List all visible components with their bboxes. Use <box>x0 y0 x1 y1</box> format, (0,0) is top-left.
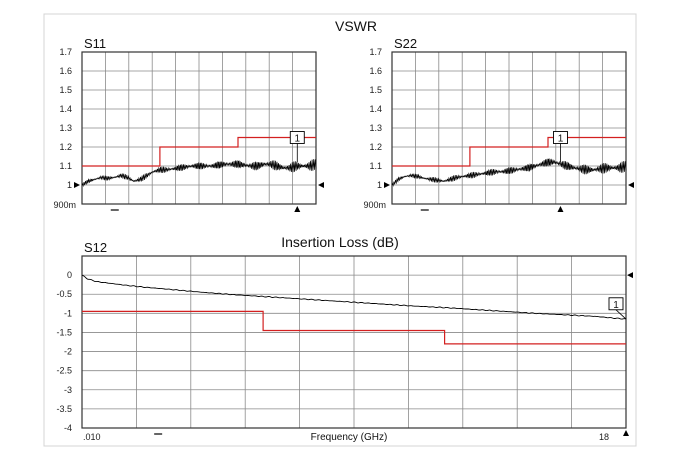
y-tick-label: 1.5 <box>369 85 382 95</box>
y-tick-label: 1.3 <box>59 123 72 133</box>
plot-frame <box>81 51 317 205</box>
y-tick-label: -4 <box>64 423 72 433</box>
marker-label: 1 <box>613 300 619 311</box>
y-tick-label: 1.6 <box>369 66 382 76</box>
x-end-label: 18 <box>599 432 609 442</box>
plot-title-s12: S12 <box>84 240 107 255</box>
y-bottom-label: 900m <box>53 200 76 210</box>
y-tick-label: -2 <box>64 347 72 357</box>
y-tick-label: 1.1 <box>59 161 72 171</box>
trace-s22 <box>391 158 627 187</box>
y-tick-label: 1.7 <box>59 47 72 57</box>
marker-position-triangle <box>557 206 564 212</box>
reference-arrow-right <box>318 182 324 188</box>
insertion-loss-section-title: Insertion Loss (dB) <box>281 234 399 250</box>
y-tick-label: 1 <box>67 180 72 190</box>
reference-arrow-left <box>384 182 390 188</box>
marker-position-triangle <box>623 430 629 436</box>
trace-s12 <box>81 274 627 320</box>
limit-line <box>82 310 626 345</box>
y-tick-label: 1 <box>377 180 382 190</box>
marker-label: 1 <box>558 134 564 145</box>
trace-s11 <box>81 159 317 188</box>
y-tick-label: 1.6 <box>59 66 72 76</box>
y-tick-label: -3 <box>64 385 72 395</box>
y-tick-label: -1.5 <box>56 327 72 337</box>
y-tick-label: 1.2 <box>369 142 382 152</box>
marker-box <box>553 131 568 144</box>
x-axis-label: Frequency (GHz) <box>311 432 388 443</box>
y-tick-label: -1 <box>64 308 72 318</box>
y-tick-label: 1.4 <box>369 104 382 114</box>
marker-box <box>608 297 624 311</box>
figure-background <box>43 13 637 447</box>
y-tick-label: 1.1 <box>369 161 382 171</box>
marker-label: 1 <box>294 134 300 145</box>
y-tick-label: -0.5 <box>56 289 72 299</box>
plot-frame <box>81 255 627 429</box>
vswr-section-title: VSWR <box>335 18 377 34</box>
plot-title-s22: S22 <box>394 36 417 51</box>
marker-position-triangle <box>294 206 301 212</box>
y-tick-label: 1.4 <box>59 104 72 114</box>
reference-arrow-right <box>627 272 633 279</box>
reference-arrow-left <box>74 182 80 188</box>
y-tick-label: 1.3 <box>369 123 382 133</box>
y-tick-label: 1.5 <box>59 85 72 95</box>
plot-s12: S12 0 -0.5 -1 -1.5 -2 -2.5 -3 -3.5 -4 1 Frequency (… <box>56 240 633 443</box>
reference-arrow-right <box>628 182 634 188</box>
plot-s22: S22 1.7 1.6 1.5 1.4 1.3 1.2 1.1 1 900m 1 <box>363 36 634 212</box>
y-tick-label: -2.5 <box>56 366 72 376</box>
y-tick-label: 1.2 <box>59 142 72 152</box>
y-bottom-label: 900m <box>363 200 386 210</box>
marker-box <box>289 131 305 144</box>
y-tick-label: 1.7 <box>369 47 382 57</box>
plots-layer: S11 1.7 1.6 1.5 1.4 1.3 1.2 1.1 1 900m 1 S22 1.7 1.6 1… <box>53 36 634 443</box>
y-tick-label: -3.5 <box>56 404 72 414</box>
limit-line <box>82 136 316 167</box>
x-start-label: .010 <box>83 432 101 442</box>
plot-frame <box>391 51 627 205</box>
marker-leader-line <box>615 309 627 320</box>
plot-title-s11: S11 <box>84 36 106 51</box>
plot-s11: S11 1.7 1.6 1.5 1.4 1.3 1.2 1.1 1 900m 1 <box>53 36 324 212</box>
y-tick-label: 0 <box>67 270 72 280</box>
